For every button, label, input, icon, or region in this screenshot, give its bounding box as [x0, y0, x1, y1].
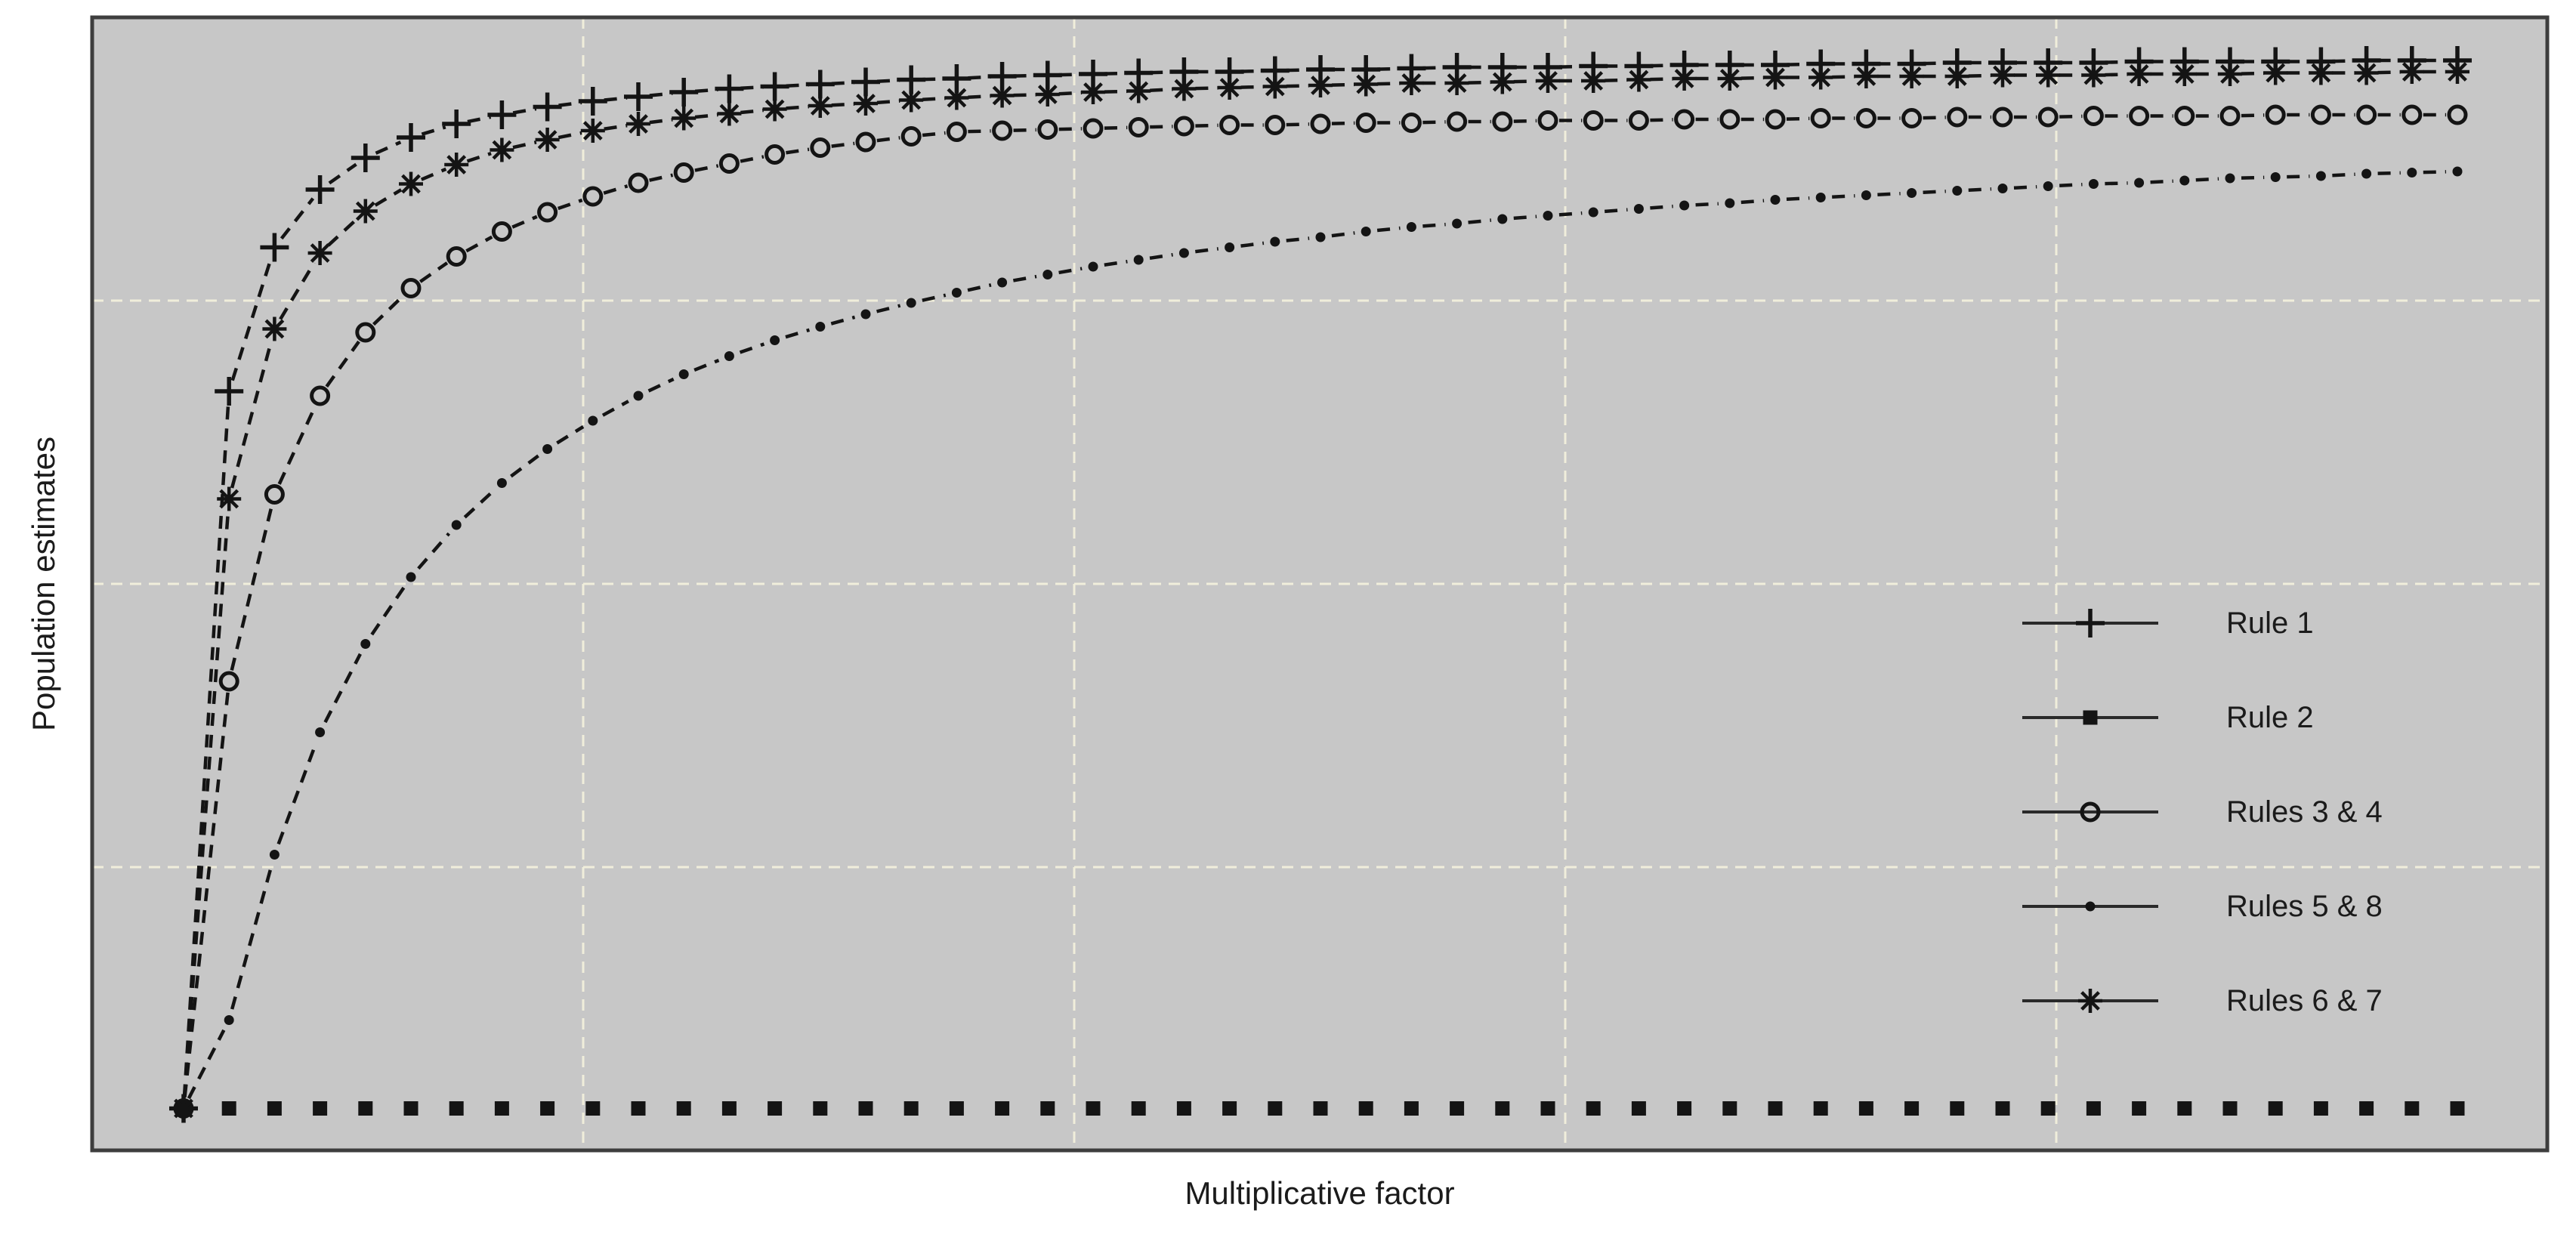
series-rules-6-7 — [171, 60, 2469, 1121]
legend: Rule 1 Rule 2 Rules 3 & 4 Rules 5 & 8 Ru… — [2022, 607, 2383, 1017]
legend-entry-symbol-3 — [2022, 901, 2158, 912]
legend-label-rule2: Rule 2 — [2226, 701, 2314, 734]
series-rules-3-4 — [173, 104, 2468, 1119]
plot-frame — [90, 15, 2550, 1153]
series-rule-2 — [176, 1101, 2465, 1116]
y-axis-label: Population estimates — [26, 437, 61, 731]
legend-label-rules5-8: Rules 5 & 8 — [2226, 890, 2383, 923]
legend-label-rules6-7: Rules 6 & 7 — [2226, 984, 2383, 1017]
legend-entry-symbol-1 — [2022, 710, 2158, 725]
legend-entry-symbol-4 — [2022, 989, 2158, 1013]
legend-label-rules3-4: Rules 3 & 4 — [2226, 795, 2383, 829]
series-rules-5-8 — [178, 166, 2463, 1113]
legend-entry-symbol-2 — [2022, 801, 2158, 823]
gridline-layer — [92, 17, 2547, 1150]
x-axis-label: Multiplicative factor — [1185, 1175, 1454, 1211]
series-layer — [169, 46, 2472, 1123]
legend-symbol-layer — [2022, 609, 2158, 1013]
legend-label-rule1: Rule 1 — [2226, 607, 2314, 640]
legend-entry-symbol-0 — [2022, 609, 2158, 637]
